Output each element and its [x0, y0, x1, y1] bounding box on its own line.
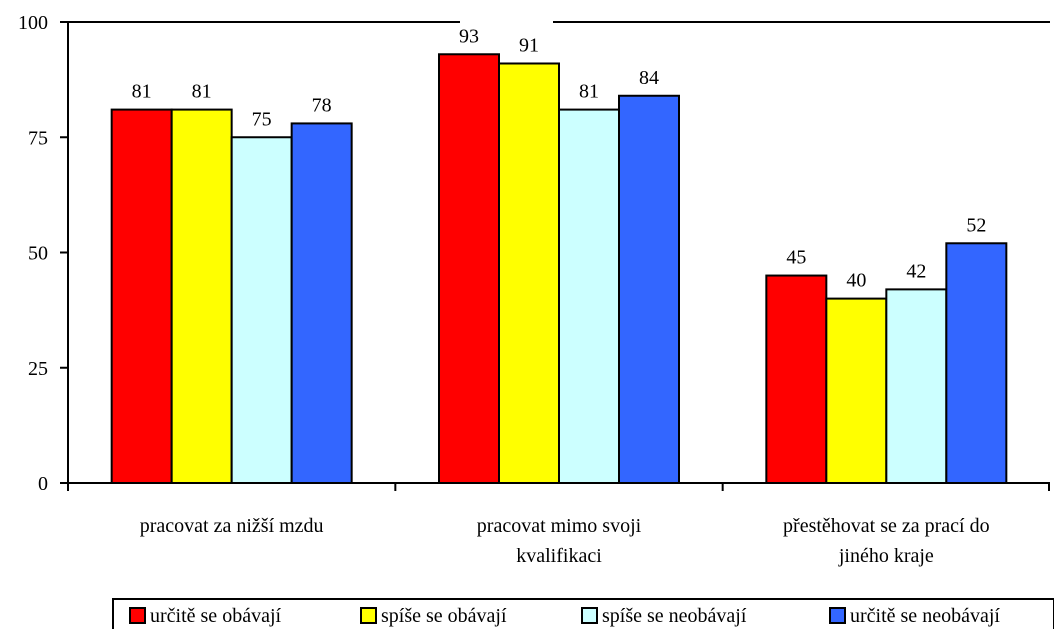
legend-label: spíše se obávají — [381, 605, 507, 627]
data-label: 93 — [459, 25, 479, 47]
data-label: 78 — [312, 94, 332, 116]
y-tick-label: 75 — [28, 127, 48, 149]
bar — [170, 108, 233, 484]
data-label: 45 — [786, 247, 806, 269]
legend-label: určitě se obávají — [150, 605, 281, 627]
data-label: 81 — [192, 81, 212, 103]
data-label: 75 — [252, 108, 272, 130]
bar — [765, 274, 828, 484]
data-label: 52 — [966, 214, 986, 236]
legend-swatch — [581, 607, 598, 624]
x-tick-label: přestěhovat se za prací do — [783, 515, 990, 537]
y-tick-label: 100 — [18, 12, 48, 34]
y-tick-label: 25 — [28, 358, 48, 380]
y-tick-label: 50 — [28, 243, 48, 265]
bar — [558, 108, 620, 484]
bar — [498, 62, 560, 485]
bar — [110, 108, 173, 484]
bar — [618, 94, 680, 484]
bar — [825, 297, 888, 484]
data-label: 81 — [132, 81, 152, 103]
bar — [945, 242, 1008, 484]
bar — [290, 122, 353, 484]
bar — [230, 136, 293, 484]
x-tick-label: kvalifikaci — [516, 545, 602, 567]
y-tick-label: 0 — [38, 473, 48, 495]
data-label: 84 — [639, 67, 659, 89]
bar — [885, 288, 948, 484]
x-tick-label: pracovat za nižší mzdu — [140, 515, 324, 537]
data-label: 91 — [519, 34, 539, 56]
data-label: 40 — [846, 270, 866, 292]
legend-swatch — [829, 607, 846, 624]
data-label: 81 — [579, 81, 599, 103]
bar — [438, 53, 500, 485]
x-tick-label: pracovat mimo svoji — [477, 515, 642, 537]
legend-label: určitě se neobávají — [850, 605, 1000, 627]
legend-label: spíše se neobávají — [602, 605, 747, 627]
legend-swatch — [129, 607, 146, 624]
data-label: 42 — [906, 260, 926, 282]
x-tick-label: jiného kraje — [838, 545, 934, 567]
legend-swatch — [360, 607, 377, 624]
